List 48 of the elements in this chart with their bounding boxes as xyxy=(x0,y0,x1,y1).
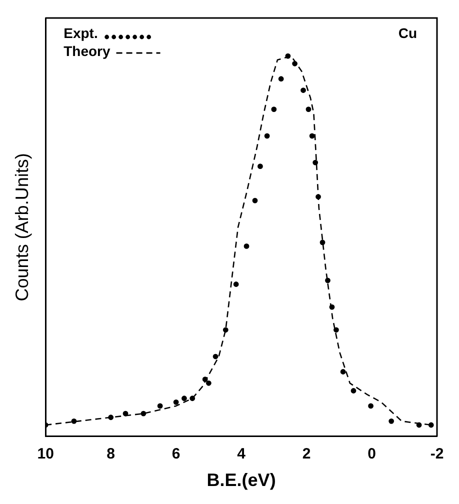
point xyxy=(312,160,318,166)
point xyxy=(244,244,250,249)
x-tick-label: 2 xyxy=(302,446,311,463)
x-axis-title: B.E.(eV) xyxy=(206,470,276,490)
x-tick-label: 6 xyxy=(172,446,180,463)
point xyxy=(306,106,312,112)
point xyxy=(309,133,315,139)
point xyxy=(233,282,239,287)
point xyxy=(258,164,263,170)
legend-label: Expt. xyxy=(64,24,98,41)
x-tick-label: 0 xyxy=(368,446,376,463)
point xyxy=(292,60,298,66)
point xyxy=(271,106,277,112)
point xyxy=(388,418,394,424)
text: Cu xyxy=(398,24,417,41)
point xyxy=(190,396,196,402)
x-tick-label: 10 xyxy=(37,446,54,463)
point xyxy=(334,327,339,333)
point xyxy=(320,240,326,246)
point xyxy=(157,403,163,409)
point xyxy=(222,327,228,333)
point xyxy=(316,194,321,200)
point xyxy=(206,380,212,386)
point xyxy=(325,278,330,284)
legend-label: Theory xyxy=(64,42,110,59)
point xyxy=(212,354,218,360)
point xyxy=(300,88,306,93)
y-axis-title: Counts (Arb.Units) xyxy=(12,153,32,302)
point xyxy=(182,396,187,402)
point xyxy=(278,76,284,82)
point xyxy=(329,304,335,310)
point xyxy=(264,133,270,139)
x-tick-label: 4 xyxy=(237,446,246,463)
point xyxy=(368,403,374,409)
point xyxy=(108,414,114,420)
point xyxy=(140,410,146,416)
x-tick-label: -2 xyxy=(430,446,444,463)
point xyxy=(202,376,208,382)
point xyxy=(252,198,258,204)
point xyxy=(428,422,434,428)
point xyxy=(416,422,422,428)
x-tick-label: 8 xyxy=(106,446,116,463)
point xyxy=(340,369,346,374)
point xyxy=(122,410,128,416)
point xyxy=(173,399,179,405)
point xyxy=(285,53,291,59)
point xyxy=(350,388,356,394)
point xyxy=(71,418,77,424)
